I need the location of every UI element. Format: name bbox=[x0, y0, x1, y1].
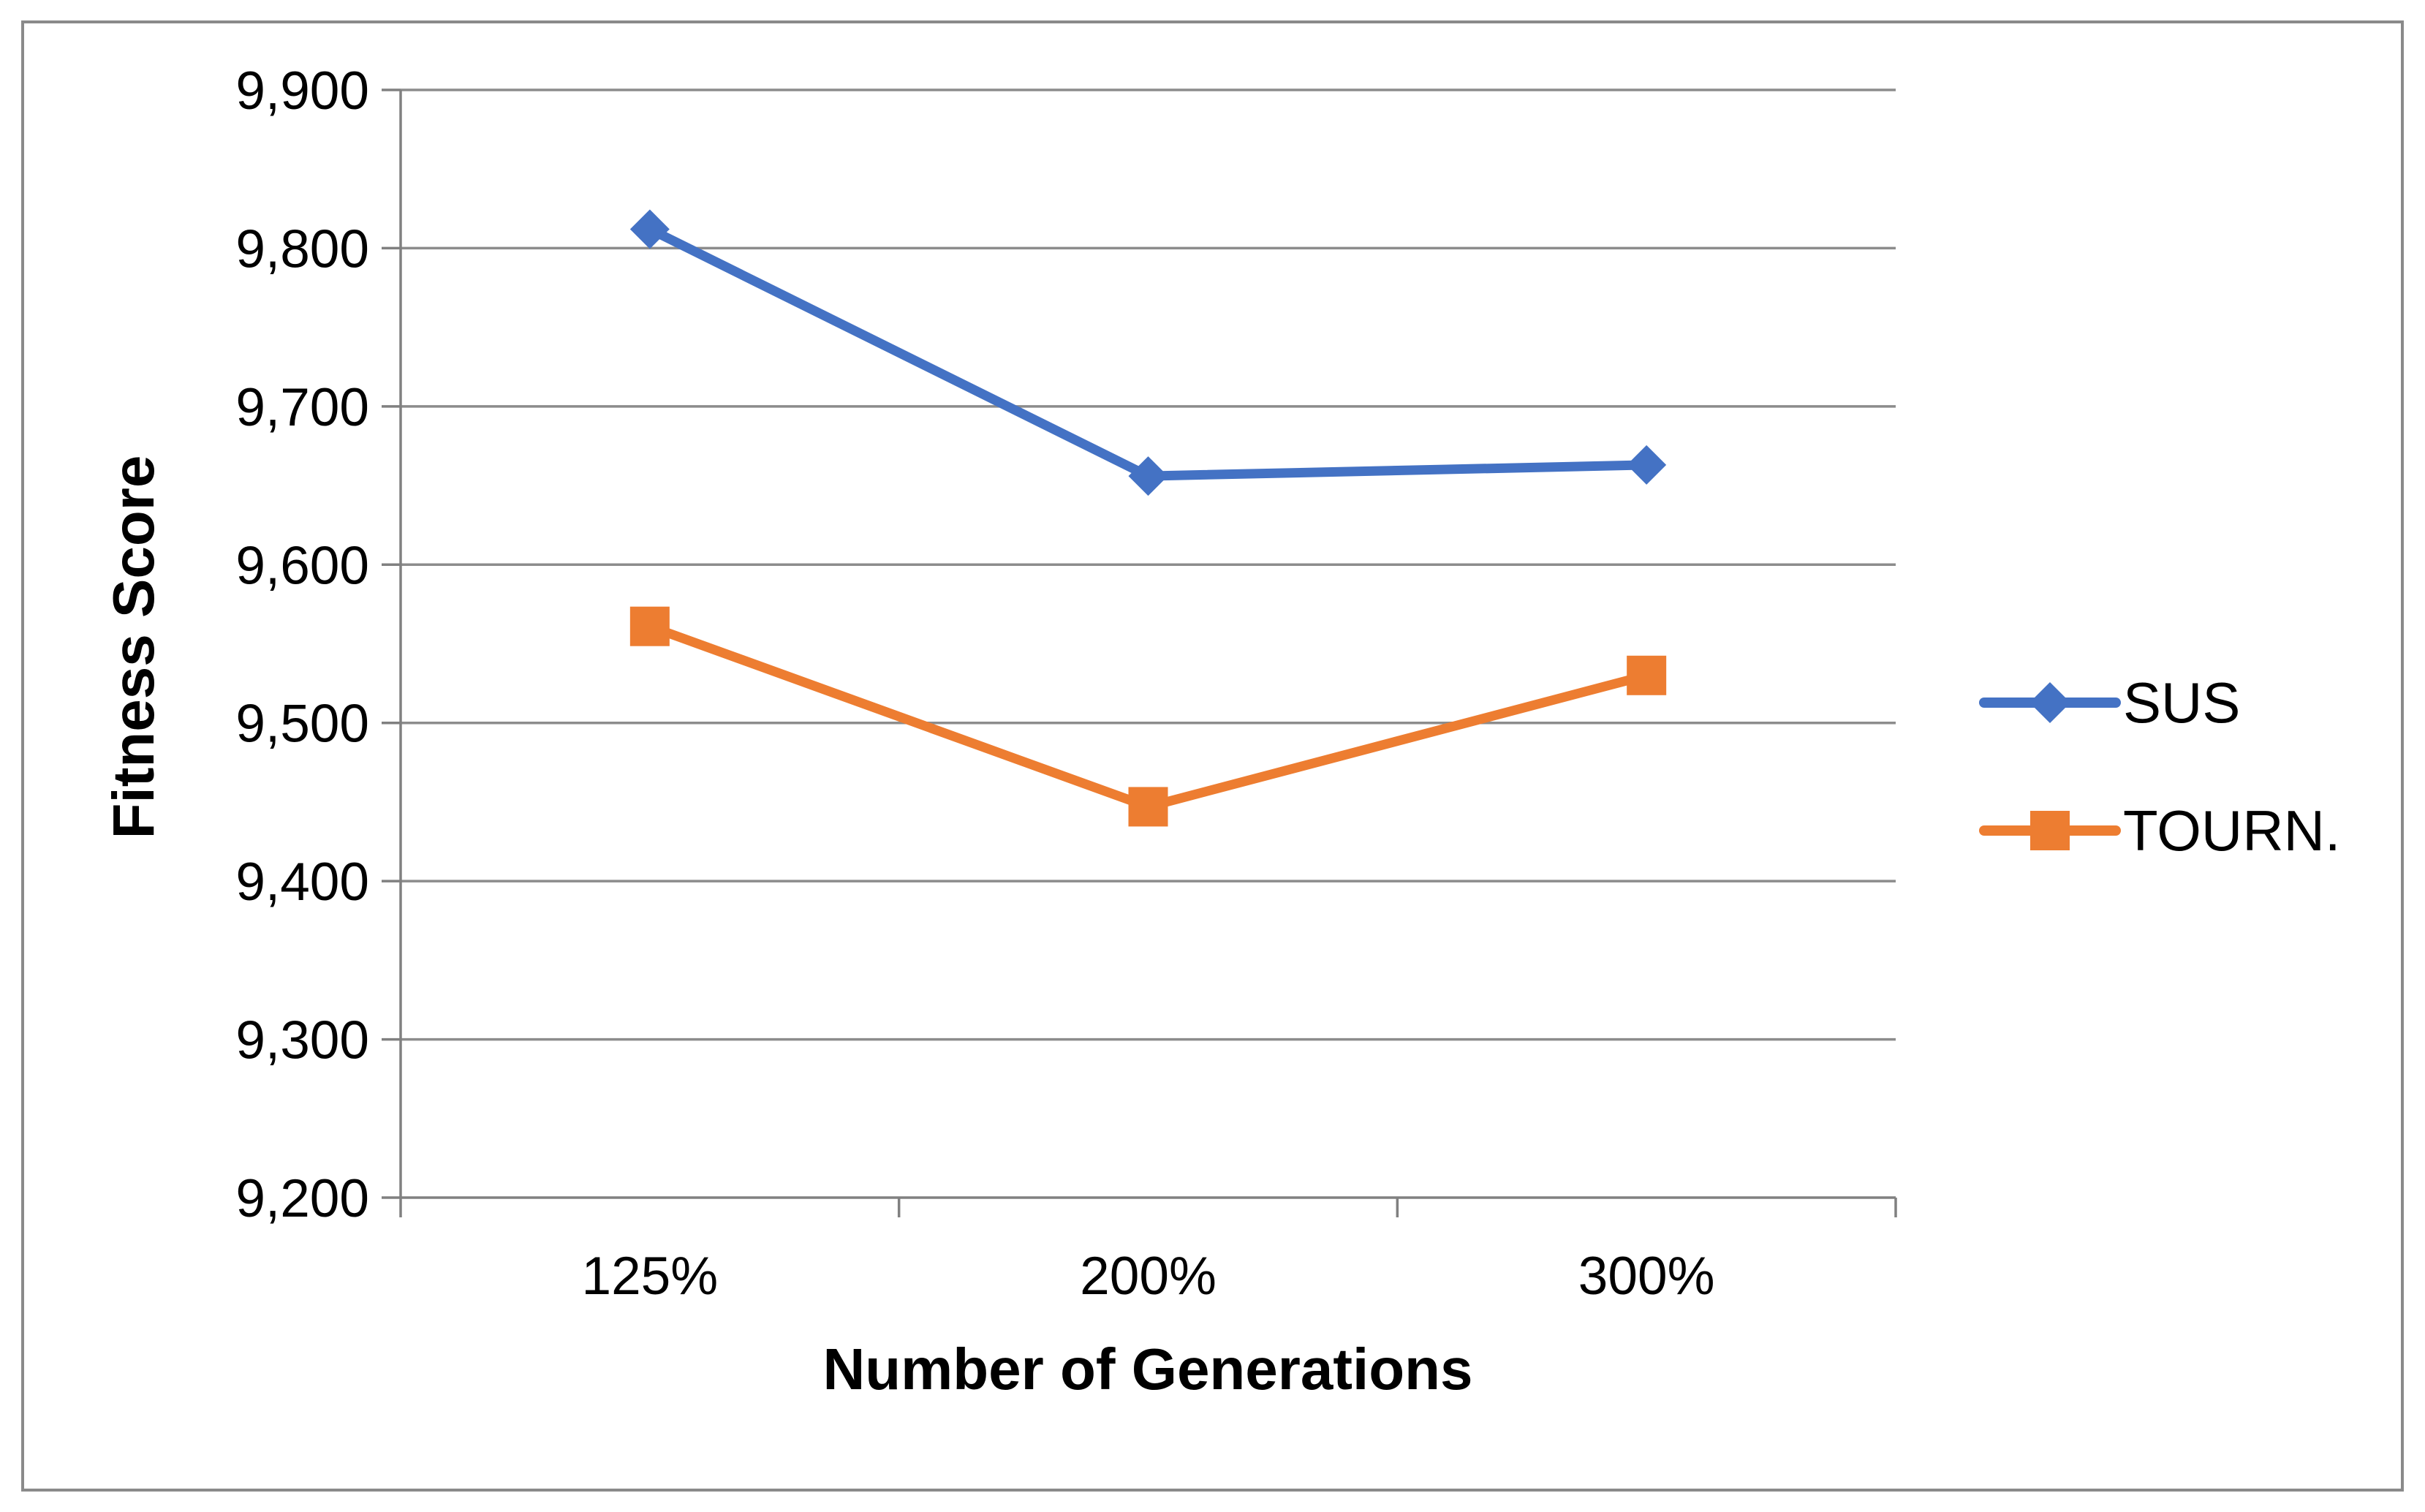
series-layer bbox=[629, 209, 1667, 827]
y-tick-label: 9,600 bbox=[235, 536, 369, 595]
x-tick-label: 300% bbox=[1578, 1247, 1715, 1306]
legend-item-sus: SUS bbox=[1979, 670, 2240, 735]
legend-square-icon bbox=[2030, 811, 2070, 850]
data-point-square bbox=[1627, 655, 1667, 695]
data-point-diamond bbox=[1128, 456, 1168, 496]
legend-item-tourn: TOURN. bbox=[1979, 798, 2341, 863]
y-tick-label: 9,800 bbox=[235, 219, 369, 279]
y-tick-label: 9,700 bbox=[235, 378, 369, 437]
tick-labels-layer: 9,200 9,300 9,400 9,500 9,600 9,700 9,800 9,900… bbox=[235, 61, 1714, 1306]
legend-label-tourn: TOURN. bbox=[2123, 798, 2341, 863]
x-tick-label: 125% bbox=[581, 1247, 718, 1306]
y-tick-label: 9,400 bbox=[235, 853, 369, 912]
chart-border bbox=[21, 20, 2404, 1492]
data-point-square bbox=[629, 606, 670, 646]
data-point-diamond bbox=[629, 209, 670, 249]
axes-layer bbox=[382, 88, 1897, 1217]
y-axis-title: Fitness Score bbox=[101, 456, 166, 839]
y-tick-label: 9,500 bbox=[235, 695, 369, 754]
y-tick-label: 9,900 bbox=[235, 61, 369, 121]
legend: SUS TOURN. bbox=[1979, 670, 2341, 863]
data-point-square bbox=[1128, 787, 1168, 827]
y-tick-label: 9,300 bbox=[235, 1011, 369, 1070]
legend-diamond-icon bbox=[2029, 682, 2070, 723]
x-axis-title: Number of Generations bbox=[822, 1337, 1472, 1402]
data-point-diamond bbox=[1627, 445, 1667, 485]
y-tick-label: 9,200 bbox=[235, 1169, 369, 1228]
gridlines-layer bbox=[401, 88, 1896, 1041]
legend-label-sus: SUS bbox=[2123, 670, 2240, 735]
x-tick-label: 200% bbox=[1080, 1247, 1217, 1306]
